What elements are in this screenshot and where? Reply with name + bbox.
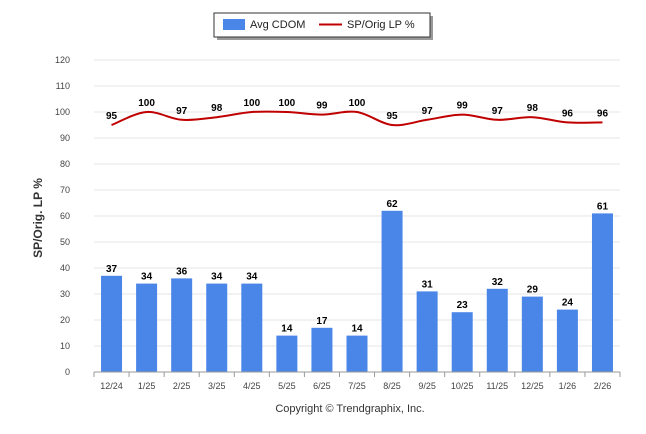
bar-value-label: 14 — [351, 324, 363, 335]
bar — [591, 213, 613, 372]
x-tick-label: 3/25 — [208, 381, 226, 391]
line-value-label: 100 — [138, 98, 155, 109]
line-value-label: 96 — [562, 108, 574, 119]
x-tick-label: 2/26 — [594, 381, 612, 391]
y-tick-label: 60 — [60, 211, 70, 221]
y-tick-label: 50 — [60, 237, 70, 247]
copyright-footer: Copyright © Trendgraphix, Inc. — [275, 403, 424, 415]
x-tick-label: 11/25 — [486, 381, 508, 391]
line-value-label: 97 — [176, 106, 188, 117]
bar-value-label: 62 — [387, 199, 399, 210]
legend-line-label: SP/Orig LP % — [347, 19, 415, 31]
bar-value-label: 32 — [492, 277, 504, 288]
line-value-label: 96 — [597, 108, 609, 119]
y-tick-label: 30 — [60, 289, 70, 299]
bar-value-label: 29 — [527, 285, 539, 296]
bar — [171, 278, 193, 372]
bar — [486, 288, 508, 372]
line-value-label: 98 — [211, 103, 223, 114]
x-tick-label: 12/25 — [521, 381, 544, 391]
x-tick-label: 5/25 — [278, 381, 296, 391]
legend-bar-swatch — [223, 19, 245, 30]
legend: Avg CDOM SP/Orig LP % — [213, 12, 433, 40]
bar-value-label: 23 — [457, 300, 469, 311]
bar — [521, 296, 543, 372]
line-data-labels: 95 100 97 98 100 100 99 100 95 97 99 97 98 96 96 — [106, 98, 608, 122]
bar-value-label: 17 — [316, 316, 328, 327]
x-tick-label: 6/25 — [313, 381, 331, 391]
y-tick-label: 10 — [60, 341, 70, 351]
bar-value-label: 14 — [281, 324, 293, 335]
x-tick-label: 8/25 — [383, 381, 401, 391]
y-tick-label: 70 — [60, 185, 70, 195]
y-tick-label: 120 — [55, 55, 70, 65]
x-tick-label: 12/24 — [100, 381, 123, 391]
x-tick-label: 1/25 — [138, 381, 156, 391]
bar-value-label: 34 — [141, 272, 153, 283]
bar — [381, 210, 403, 372]
y-tick-label: 40 — [60, 263, 70, 273]
x-tick-label: 2/25 — [173, 381, 191, 391]
line-path — [111, 110, 603, 127]
bar-value-label: 24 — [562, 298, 574, 309]
bar — [206, 283, 228, 372]
bar-value-label: 61 — [597, 201, 609, 212]
bar-value-label: 36 — [176, 266, 188, 277]
line-value-label: 95 — [387, 111, 399, 122]
line-value-label: 99 — [316, 101, 328, 112]
line-value-label: 95 — [106, 111, 118, 122]
y-tick-label: 100 — [55, 107, 70, 117]
line-value-label: 97 — [492, 106, 504, 117]
line-value-label: 98 — [527, 103, 539, 114]
y-axis: 0 10 20 30 40 50 60 70 80 90 100 110 120 — [55, 55, 70, 377]
y-tick-label: 80 — [60, 159, 70, 169]
line-value-label: 100 — [349, 98, 366, 109]
legend-bar-label: Avg CDOM — [250, 19, 305, 31]
x-tick-label: 1/26 — [559, 381, 577, 391]
x-tick-label: 9/25 — [418, 381, 436, 391]
x-axis: 12/24 1/25 2/25 3/25 4/25 5/25 6/25 7/25 8/25 9/2… — [93, 371, 621, 391]
bar — [346, 335, 368, 372]
bar-value-label: 31 — [422, 279, 434, 290]
bar — [101, 275, 123, 372]
line-value-label: 100 — [279, 98, 296, 109]
line-value-label: 97 — [422, 106, 434, 117]
bar-value-label: 37 — [106, 264, 118, 275]
line-value-label: 99 — [457, 101, 469, 112]
bar-value-label: 34 — [246, 272, 258, 283]
bar — [556, 309, 578, 372]
bar — [136, 283, 158, 372]
x-tick-label: 10/25 — [451, 381, 474, 391]
y-tick-label: 20 — [60, 315, 70, 325]
bar-value-label: 34 — [211, 272, 223, 283]
bar — [451, 312, 473, 372]
bar-series — [101, 210, 613, 372]
bar — [241, 283, 263, 372]
line-series — [111, 110, 603, 127]
y-tick-label: 110 — [56, 81, 70, 91]
x-tick-label: 7/25 — [348, 381, 366, 391]
bar — [416, 291, 438, 372]
bar — [311, 327, 333, 372]
line-value-label: 100 — [243, 98, 260, 109]
bar-data-labels: 37 34 36 34 34 14 17 14 62 31 23 32 29 24 61 — [106, 199, 608, 335]
y-tick-label: 90 — [60, 133, 70, 143]
y-tick-label: 0 — [65, 367, 70, 377]
bar — [276, 335, 298, 372]
y-axis-title: SP/Orig. LP % — [31, 178, 45, 258]
x-tick-label: 4/25 — [243, 381, 261, 391]
